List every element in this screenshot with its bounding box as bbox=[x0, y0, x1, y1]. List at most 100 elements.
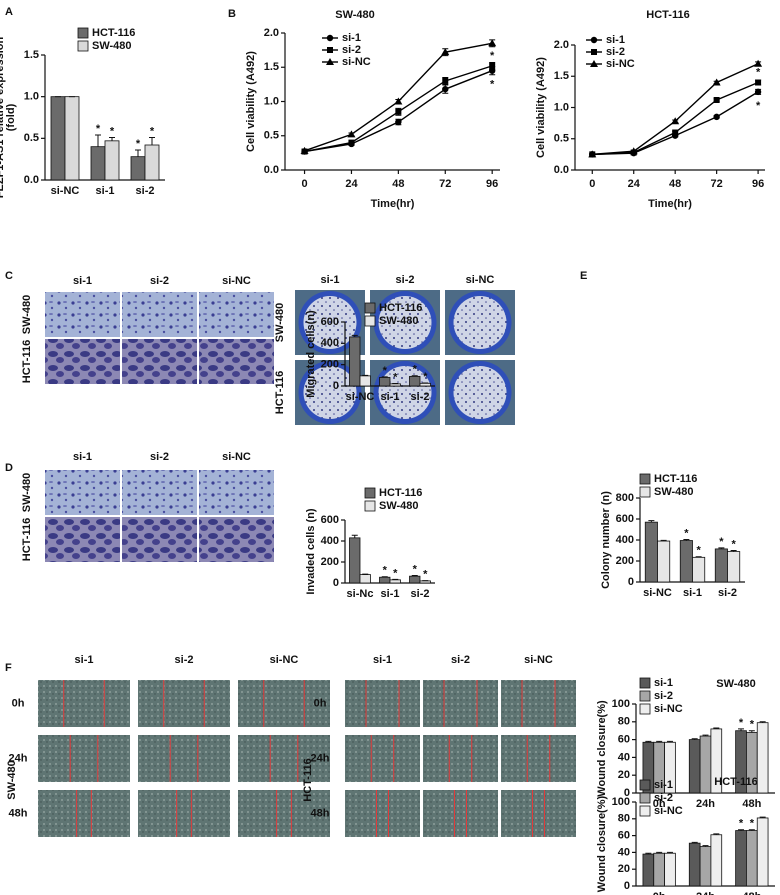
y-tick-label: 2.0 bbox=[264, 27, 279, 39]
y-tick-label: 600 bbox=[321, 316, 339, 328]
x-tick-label: 0 bbox=[301, 178, 307, 190]
y-tick-label: 400 bbox=[321, 535, 339, 547]
y-axis-title: (fold) bbox=[5, 103, 17, 131]
error-bar bbox=[759, 816, 766, 818]
significance: * bbox=[684, 527, 689, 539]
x-tick-label: si-1 bbox=[96, 185, 115, 197]
bar bbox=[144, 144, 160, 181]
y-axis-title: Wound closure(%) bbox=[596, 700, 608, 797]
image-column-label: si-NC bbox=[524, 654, 553, 666]
image-column-label: si-1 bbox=[321, 274, 340, 286]
bar bbox=[409, 575, 421, 584]
error-bar bbox=[362, 374, 369, 376]
error-bar bbox=[656, 740, 663, 743]
micrograph bbox=[122, 292, 197, 337]
y-tick-label: 1.5 bbox=[264, 61, 279, 73]
marker bbox=[300, 146, 309, 154]
legend-label: si-NC bbox=[342, 56, 371, 68]
bar bbox=[359, 574, 371, 584]
bar bbox=[409, 375, 421, 387]
significance: * bbox=[756, 100, 761, 112]
y-tick-label: 80 bbox=[618, 813, 630, 825]
significance: * bbox=[393, 371, 398, 383]
bar bbox=[710, 834, 723, 887]
image-column-label: si-2 bbox=[451, 654, 470, 666]
y-axis-title: Invaded cells (n) bbox=[305, 508, 317, 595]
significance: * bbox=[136, 138, 141, 150]
x-tick-label: si-2 bbox=[136, 185, 155, 197]
legend-swatch bbox=[639, 792, 651, 804]
significance: * bbox=[383, 565, 388, 577]
y-axis-title: Colony number (n) bbox=[600, 491, 612, 589]
significance: * bbox=[490, 79, 495, 91]
plate-colonies bbox=[453, 366, 507, 419]
x-tick-label: 48 bbox=[392, 178, 404, 190]
x-tick-label: 24h bbox=[696, 891, 715, 895]
error-bar bbox=[109, 137, 115, 141]
y-tick-label: 0.5 bbox=[24, 132, 39, 144]
wound-photo bbox=[238, 790, 330, 837]
image-column-label: si-1 bbox=[73, 275, 92, 287]
marker bbox=[441, 48, 450, 56]
bar bbox=[90, 146, 106, 181]
wound-photo bbox=[501, 790, 576, 837]
y-tick-label: 200 bbox=[321, 359, 339, 371]
marker bbox=[588, 150, 597, 158]
significance: * bbox=[750, 719, 755, 731]
y-tick-label: 200 bbox=[321, 556, 339, 568]
micrograph bbox=[122, 339, 197, 384]
bar bbox=[379, 576, 391, 584]
marker bbox=[347, 130, 356, 138]
significance: * bbox=[731, 538, 736, 550]
x-tick-label: 48 bbox=[669, 178, 681, 190]
significance: * bbox=[739, 818, 744, 830]
image-column-label: si-1 bbox=[373, 654, 392, 666]
y-axis-title: Cell viability (A492) bbox=[535, 57, 547, 158]
error-bar bbox=[645, 740, 652, 743]
error-bar bbox=[660, 539, 667, 542]
error-bar bbox=[411, 575, 418, 577]
marker bbox=[395, 118, 402, 126]
error-bar bbox=[759, 721, 766, 723]
error-bar bbox=[666, 740, 673, 743]
marker bbox=[754, 88, 762, 96]
marker bbox=[442, 77, 449, 84]
image-row-label: 48h bbox=[311, 807, 330, 819]
y-tick-label: 200 bbox=[616, 555, 634, 567]
bar bbox=[653, 852, 665, 887]
x-tick-label: 24 bbox=[628, 178, 641, 190]
micrograph bbox=[199, 292, 274, 337]
y-tick-label: 0.0 bbox=[554, 164, 569, 176]
bar bbox=[699, 846, 712, 887]
plate-colonies bbox=[453, 296, 507, 349]
legend-swatch bbox=[639, 677, 651, 689]
significance: * bbox=[490, 50, 495, 62]
significance: * bbox=[150, 125, 155, 137]
y-tick-label: 0 bbox=[333, 380, 339, 392]
wound-photo bbox=[138, 735, 230, 782]
significance: * bbox=[413, 563, 418, 575]
panel-letter: A bbox=[5, 6, 13, 18]
plate-colonies bbox=[303, 366, 357, 419]
wound-photo bbox=[345, 790, 420, 837]
micrograph bbox=[45, 339, 120, 384]
image-column-label: si-NC bbox=[222, 275, 251, 287]
legend-label: SW-480 bbox=[379, 500, 419, 512]
legend-label: HCT-116 bbox=[379, 487, 422, 499]
significance: * bbox=[719, 536, 724, 548]
bar bbox=[104, 140, 120, 181]
error-bar bbox=[730, 550, 737, 552]
legend-swatch bbox=[364, 302, 376, 314]
bar bbox=[642, 853, 655, 887]
x-tick-label: si-1 bbox=[683, 587, 702, 599]
wound-photo bbox=[345, 680, 420, 727]
error-bar bbox=[411, 375, 418, 377]
y-tick-label: 0.5 bbox=[264, 130, 279, 142]
y-tick-label: 0 bbox=[333, 577, 339, 589]
y-tick-label: 40 bbox=[618, 751, 630, 763]
x-tick-label: si-Nc bbox=[347, 588, 374, 600]
x-tick-label: 96 bbox=[486, 178, 498, 190]
y-tick-label: 600 bbox=[616, 513, 634, 525]
x-tick-label: si-NC bbox=[643, 587, 672, 599]
bar bbox=[644, 521, 658, 583]
